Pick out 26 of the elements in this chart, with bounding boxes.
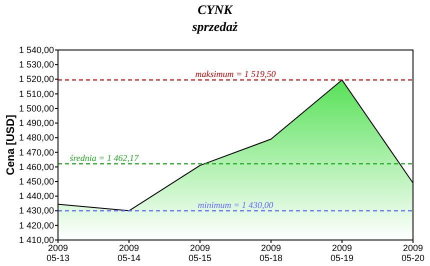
y-tick-label: 1 480,00 <box>18 132 54 143</box>
y-tick-label: 1 440,00 <box>18 191 54 202</box>
ref-line-label: minimum = 1 430,00 <box>198 200 274 210</box>
x-tick-label: 2009 05-15 <box>188 243 212 263</box>
x-tick-label: 2009 05-14 <box>117 243 141 263</box>
ref-line-label: średnia = 1 462,17 <box>70 152 140 163</box>
ref-line-label: maksimum = 1 519,50 <box>195 68 276 79</box>
y-tick-label: 1 530,00 <box>18 60 54 70</box>
x-tick-label: 2009 05-13 <box>46 243 70 263</box>
y-tick-label: 1 420,00 <box>18 220 54 230</box>
y-tick-label: 1 540,00 <box>18 44 54 55</box>
y-tick-label: 1 460,00 <box>18 162 54 172</box>
x-tick-label: 2009 05-19 <box>330 243 354 263</box>
y-tick-label: 1 490,00 <box>18 118 54 128</box>
chart-subtitle: sprzedaż <box>191 19 239 34</box>
y-tick-label: 1 410,00 <box>18 234 54 245</box>
x-tick-label: 2009 05-18 <box>259 243 283 263</box>
y-axis-title: Cena [USD] <box>4 114 17 176</box>
x-tick-label: 2009 05-20 <box>401 243 425 263</box>
y-tick-label: 1 450,00 <box>18 176 54 187</box>
y-tick-label: 1 500,00 <box>18 103 54 114</box>
y-tick-label: 1 520,00 <box>18 74 54 84</box>
chart-title: CYNK <box>198 2 234 17</box>
y-tick-label: 1 510,00 <box>18 88 54 99</box>
y-tick-label: 1 430,00 <box>18 206 54 216</box>
y-tick-label: 1 470,00 <box>18 147 54 158</box>
